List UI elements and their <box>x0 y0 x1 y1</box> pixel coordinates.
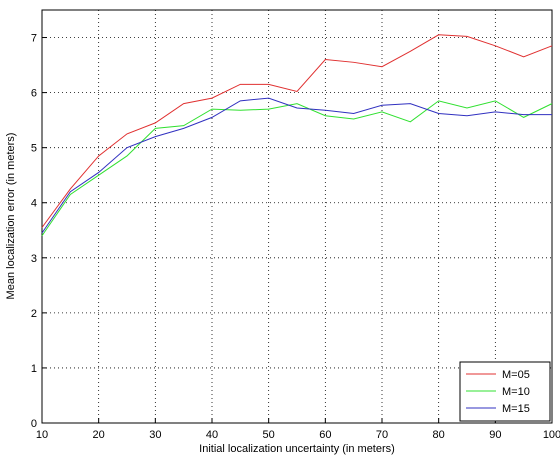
line <box>41 100 553 237</box>
legend-label: M=15 <box>502 403 530 415</box>
x-tick-label: 10 <box>36 429 48 441</box>
x-tick-label: 40 <box>206 429 218 441</box>
y-tick-label: 4 <box>31 198 37 210</box>
y-tick-label: 5 <box>31 143 37 155</box>
y-tick-label: 1 <box>31 363 37 375</box>
x-tick-label: 90 <box>489 429 501 441</box>
x-axis-label: Initial localization uncertainty (in met… <box>199 443 395 455</box>
y-tick-label: 2 <box>31 308 37 320</box>
x-tick-label: 20 <box>93 429 105 441</box>
x-tick-label: 80 <box>433 429 445 441</box>
x-tick-label: 70 <box>376 429 388 441</box>
y-tick-label: 6 <box>31 88 37 100</box>
x-tick-label: 30 <box>149 429 161 441</box>
y-axis-label: Mean localization error (in meters) <box>5 133 17 300</box>
line <box>41 97 552 234</box>
y-tick-label: 7 <box>31 33 37 45</box>
legend-label: M=05 <box>502 369 530 381</box>
x-tick-label: 50 <box>263 429 275 441</box>
x-tick-label: 60 <box>319 429 331 441</box>
x-tick-label: 100 <box>543 429 560 441</box>
y-tick-label: 3 <box>31 253 37 265</box>
legend-label: M=10 <box>502 386 530 398</box>
plot-area <box>41 9 553 424</box>
line <box>41 34 553 228</box>
y-tick-label: 0 <box>31 418 37 430</box>
